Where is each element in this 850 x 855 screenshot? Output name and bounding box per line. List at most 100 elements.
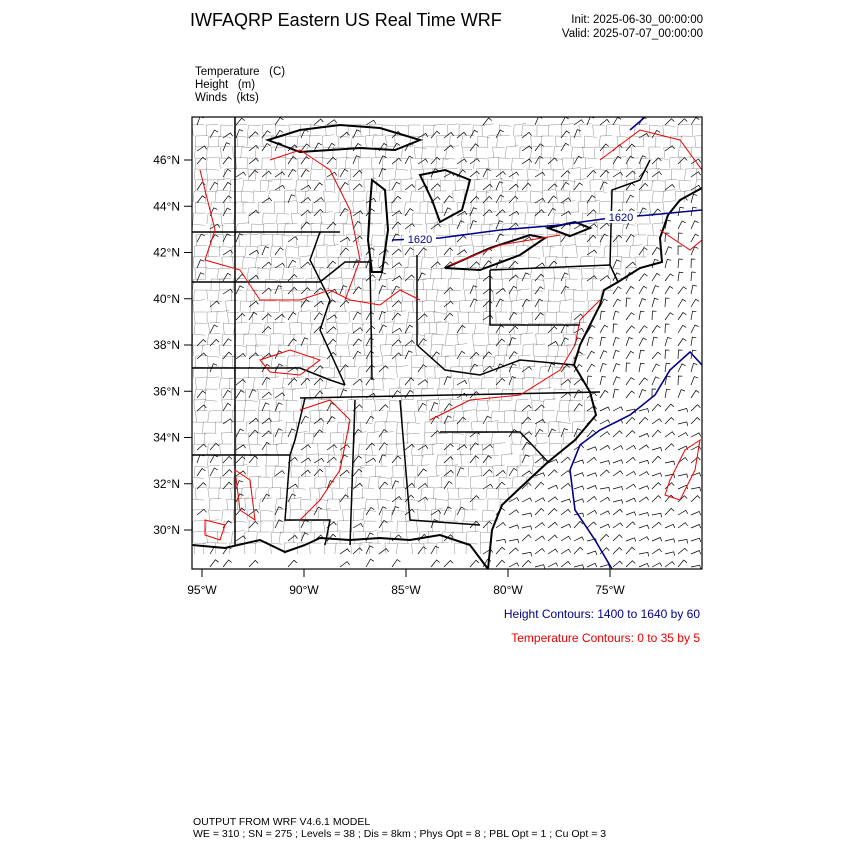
map-area: 1620 1620 (192, 117, 702, 569)
wind-barb (339, 168, 349, 178)
wind-barb (612, 508, 623, 516)
wind-barb (313, 365, 324, 373)
wind-barb (690, 336, 697, 347)
wind-barb (560, 210, 571, 217)
county-line (195, 354, 586, 368)
wind-barb (638, 285, 648, 295)
wind-barb (612, 155, 622, 165)
wind-barb (482, 300, 493, 308)
wind-barb (222, 338, 232, 347)
wind-barb (391, 262, 402, 269)
wind-barb (300, 169, 310, 178)
wind-barb (443, 376, 452, 386)
wind-barb (417, 533, 428, 542)
wind-barb (456, 392, 467, 399)
wind-barb (300, 469, 311, 477)
wind-barb (248, 417, 259, 425)
wind-barb (638, 310, 645, 321)
state-border (416, 344, 576, 376)
wind-barb (521, 131, 532, 139)
wind-barb (326, 260, 337, 269)
wind-barb (378, 548, 389, 555)
wind-barb (521, 416, 532, 425)
wind-barb (287, 168, 297, 178)
wind-barb (677, 258, 683, 269)
wind-barb (586, 195, 596, 204)
wind-barb (508, 337, 517, 347)
wind-barb (456, 249, 467, 256)
wind-barb (495, 338, 506, 347)
wind-barb (352, 311, 362, 321)
wind-barb (495, 507, 506, 516)
wind-barb (586, 249, 597, 256)
wind-barb (599, 533, 610, 542)
wind-barb (287, 493, 296, 503)
wind-barb (638, 416, 649, 425)
wind-barb (482, 168, 491, 178)
wind-barb (430, 545, 440, 555)
wind-barb (326, 156, 337, 165)
wind-barb (651, 403, 662, 412)
wind-barb (534, 143, 544, 152)
wind-barb (196, 195, 206, 204)
wind-barb (586, 275, 597, 282)
wind-barb (612, 499, 624, 504)
wind-barb (560, 508, 571, 516)
wind-barb (287, 156, 297, 165)
wind-barb (235, 285, 244, 295)
wind-barb (638, 337, 647, 347)
wind-barb (651, 455, 662, 464)
temperature-contour (664, 438, 701, 501)
county-line (195, 376, 583, 390)
wind-barb (612, 272, 621, 282)
wind-barb (365, 274, 376, 282)
wind-barb (612, 459, 624, 464)
wind-barb (404, 184, 415, 191)
wind-barb (495, 209, 506, 217)
wind-barb (560, 548, 571, 555)
wind-barb (651, 171, 662, 178)
wind-barb (443, 300, 454, 308)
wind-barb (599, 275, 610, 282)
footer-line: OUTPUT FROM WRF V4.6.1 MODEL (193, 816, 370, 828)
footer-line: WE = 310 ; SN = 275 ; Levels = 38 ; Dis … (193, 828, 606, 840)
wind-barb (690, 233, 699, 243)
wind-barb (625, 170, 636, 178)
wind-barb (664, 403, 675, 412)
wind-barb (339, 444, 350, 451)
wind-barb (209, 363, 218, 373)
wind-barb (547, 484, 559, 490)
wind-barb (391, 496, 402, 503)
wind-barb (664, 494, 675, 503)
wind-barb (430, 130, 441, 139)
wind-barb (287, 559, 298, 568)
wind-barb (313, 534, 324, 542)
wind-barb (677, 457, 688, 464)
wind-barb (261, 170, 272, 178)
wind-barb (365, 259, 374, 269)
wind-barb (664, 145, 675, 152)
wind-barb (365, 208, 375, 217)
wind-barb (326, 221, 337, 230)
wind-barb (599, 324, 609, 334)
wind-barb (690, 432, 702, 438)
wind-barb (677, 484, 689, 490)
wind-barb (638, 117, 647, 126)
wind-barb (690, 495, 701, 503)
wind-barb (326, 314, 337, 321)
wind-barb (391, 275, 402, 282)
county-line (194, 145, 702, 159)
wind-barb (456, 467, 465, 477)
wind-barb (469, 442, 479, 451)
wind-barb (417, 247, 427, 256)
wind-barb (456, 416, 467, 425)
wind-barb (196, 233, 205, 243)
wind-barb (677, 559, 688, 568)
wind-barb (599, 486, 610, 492)
wind-barb (404, 274, 415, 282)
wind-barb (495, 363, 504, 373)
wind-barb (365, 457, 376, 464)
wind-barb (274, 506, 283, 516)
lon-label: 80°W (493, 583, 523, 597)
wind-barb (352, 378, 363, 386)
